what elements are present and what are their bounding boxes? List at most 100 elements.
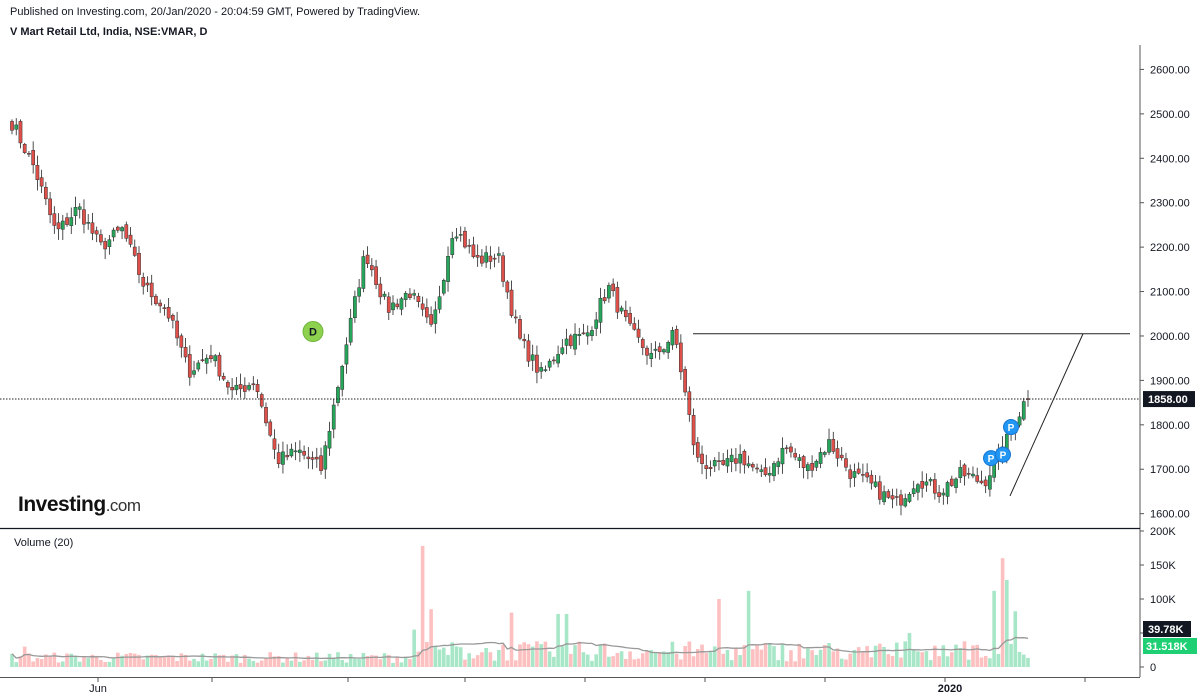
candle-body xyxy=(602,297,607,302)
volume-bar xyxy=(662,651,666,667)
volume-bar xyxy=(361,653,366,667)
volume-bar xyxy=(941,645,946,667)
candle-body xyxy=(433,309,438,324)
volume-bar xyxy=(734,648,738,667)
chart-frame xyxy=(0,45,1141,678)
candle-body xyxy=(73,207,78,217)
candle-body xyxy=(983,479,988,487)
candle-body xyxy=(103,241,107,250)
volume-bar xyxy=(878,643,882,667)
volume-bar xyxy=(221,654,226,667)
candle-body xyxy=(441,280,446,294)
volume-bar xyxy=(48,655,52,667)
candle-body xyxy=(65,217,69,225)
candle-body xyxy=(238,384,243,390)
candle-body xyxy=(721,460,726,465)
volume-bar xyxy=(767,643,772,667)
candle-body xyxy=(873,481,878,487)
volume-bar xyxy=(789,650,793,667)
candle-body xyxy=(594,319,599,329)
candle-body xyxy=(446,256,450,282)
volume-bar xyxy=(340,659,344,667)
volume-bar xyxy=(924,651,929,667)
symbol-title: V Mart Retail Ltd, India, NSE:VMAR, D xyxy=(10,26,208,38)
candle-body xyxy=(717,460,721,462)
candle-body xyxy=(82,209,86,225)
trendlines xyxy=(693,333,1130,497)
candle-body xyxy=(547,360,552,368)
volume-bar xyxy=(370,655,374,667)
candle-body xyxy=(746,463,751,467)
volume-bar xyxy=(416,651,421,667)
volume-bar xyxy=(497,650,501,667)
volume-bar xyxy=(310,659,315,667)
candle-body xyxy=(945,482,950,497)
candle-body xyxy=(353,296,357,319)
candle-body xyxy=(903,498,908,507)
volume-bar xyxy=(162,655,167,667)
candle-body xyxy=(488,255,493,262)
candle-body xyxy=(107,239,112,247)
candle-body xyxy=(399,298,404,310)
volume-bar xyxy=(818,649,823,667)
volume-bar xyxy=(776,660,781,667)
candle-body xyxy=(480,255,484,264)
volume-bar xyxy=(645,650,649,667)
candle-body xyxy=(340,366,345,390)
volume-bar xyxy=(230,655,234,667)
candle-body xyxy=(374,266,378,285)
candle-body xyxy=(10,121,14,131)
volume-bar xyxy=(268,652,273,667)
candle-body xyxy=(573,333,577,350)
volume-bar xyxy=(467,653,471,667)
candle-body xyxy=(937,492,941,497)
volume-bar xyxy=(213,653,217,667)
volume-bar xyxy=(433,645,438,667)
candle-body xyxy=(344,344,349,365)
volume-bar xyxy=(56,662,61,667)
volume-bar xyxy=(484,648,488,667)
volume-bar xyxy=(247,658,251,667)
volume-bar xyxy=(700,644,704,667)
volume-bar xyxy=(856,647,861,667)
volume-bar xyxy=(323,660,328,667)
candle-body xyxy=(69,217,74,226)
candle-body xyxy=(640,339,645,348)
candle-body xyxy=(369,265,374,271)
candle-body xyxy=(44,186,48,200)
volume-bar xyxy=(598,645,603,667)
candle-body xyxy=(649,352,654,359)
candle-body xyxy=(877,481,882,500)
candle-body xyxy=(645,347,649,356)
volume-bar xyxy=(348,653,353,667)
volume-ma xyxy=(11,636,1029,660)
candle-body xyxy=(687,391,692,415)
volume-bar xyxy=(759,649,764,667)
candle-body xyxy=(361,256,366,289)
candle-body xyxy=(632,323,637,330)
volume-bar xyxy=(192,658,196,667)
volume-bar xyxy=(590,660,594,667)
time-tick-label: 2020 xyxy=(938,683,962,695)
volume-bar xyxy=(446,655,450,667)
candle-body xyxy=(454,236,459,239)
volume-bar xyxy=(14,662,19,667)
volume-bar xyxy=(835,648,840,667)
candle-body xyxy=(784,447,789,450)
volume-bar xyxy=(281,662,285,667)
candle-body xyxy=(183,347,188,358)
candle-body xyxy=(916,484,920,493)
volume-bar xyxy=(471,658,476,667)
candle-body xyxy=(801,456,806,469)
volume-bar xyxy=(226,661,230,667)
volume-bar xyxy=(547,651,552,667)
candle-body xyxy=(835,448,840,459)
candle-body xyxy=(99,234,103,243)
volume-bar xyxy=(44,654,48,667)
volume-bar xyxy=(145,655,150,667)
volume-bar xyxy=(124,653,129,667)
volume-bar xyxy=(1017,651,1022,667)
candle-body xyxy=(789,446,793,453)
candle-body xyxy=(48,198,52,216)
